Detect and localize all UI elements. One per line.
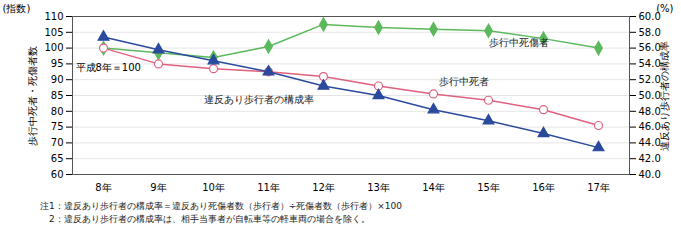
svg-text:10年: 10年 — [202, 182, 225, 193]
svg-text:11年: 11年 — [257, 182, 280, 193]
svg-text:14年: 14年 — [422, 182, 445, 193]
svg-text:54.0: 54.0 — [639, 58, 661, 69]
svg-text:16年: 16年 — [532, 182, 555, 193]
svg-text:8年: 8年 — [95, 182, 111, 193]
svg-text:70: 70 — [51, 137, 64, 148]
svg-text:110: 110 — [44, 11, 63, 22]
svg-text:85: 85 — [51, 90, 64, 101]
svg-text:歩行中死者: 歩行中死者 — [439, 76, 489, 87]
svg-text:58.0: 58.0 — [639, 27, 661, 38]
svg-text:(%): (%) — [656, 3, 673, 14]
html-text:注1：違反あり歩行者の構成率＝違反あり死傷者数（歩行者）÷死: 注1：違反あり歩行者の構成率＝違反あり死傷者数（歩行者）÷死傷者数（歩行者）×1… — [40, 201, 402, 211]
svg-text:平成8年＝100: 平成8年＝100 — [76, 62, 141, 73]
svg-text:60.0: 60.0 — [638, 10, 661, 22]
svg-text:50.0: 50.0 — [639, 90, 661, 101]
svg-text:65: 65 — [51, 153, 64, 164]
svg-text:違反あり歩行者の構成率: 違反あり歩行者の構成率 — [659, 41, 670, 151]
svg-text:80: 80 — [51, 106, 64, 117]
svg-text:15年: 15年 — [477, 182, 500, 193]
svg-text:歩行中死傷者: 歩行中死傷者 — [489, 37, 549, 48]
svg-text:44.0: 44.0 — [639, 137, 661, 148]
svg-text:歩行中死者・死傷者数: 歩行中死者・死傷者数 — [27, 46, 38, 146]
html-text:2：違反あり歩行者の構成率は、相手当事者が自転車等の軽車両の: 2：違反あり歩行者の構成率は、相手当事者が自転車等の軽車両の場合を除く。 — [40, 214, 370, 224]
svg-text:60: 60 — [51, 169, 64, 180]
svg-text:12年: 12年 — [312, 182, 335, 193]
svg-text:17年: 17年 — [587, 182, 610, 193]
svg-text:46.0: 46.0 — [639, 121, 661, 132]
svg-text:90: 90 — [51, 74, 64, 85]
svg-text:40.0: 40.0 — [639, 169, 661, 180]
svg-text:105: 105 — [44, 27, 63, 38]
svg-text:(指数): (指数) — [3, 3, 31, 14]
svg-text:52.0: 52.0 — [639, 74, 661, 85]
svg-text:48.0: 48.0 — [639, 106, 661, 117]
svg-text:違反あり歩行者の構成率: 違反あり歩行者の構成率 — [204, 94, 314, 105]
svg-text:75: 75 — [51, 121, 64, 132]
svg-text:95: 95 — [51, 58, 64, 69]
svg-text:9年: 9年 — [150, 182, 166, 193]
svg-text:13年: 13年 — [367, 182, 390, 193]
svg-text:100: 100 — [44, 42, 63, 53]
svg-text:56.0: 56.0 — [639, 42, 661, 53]
svg-text:42.0: 42.0 — [639, 153, 661, 164]
